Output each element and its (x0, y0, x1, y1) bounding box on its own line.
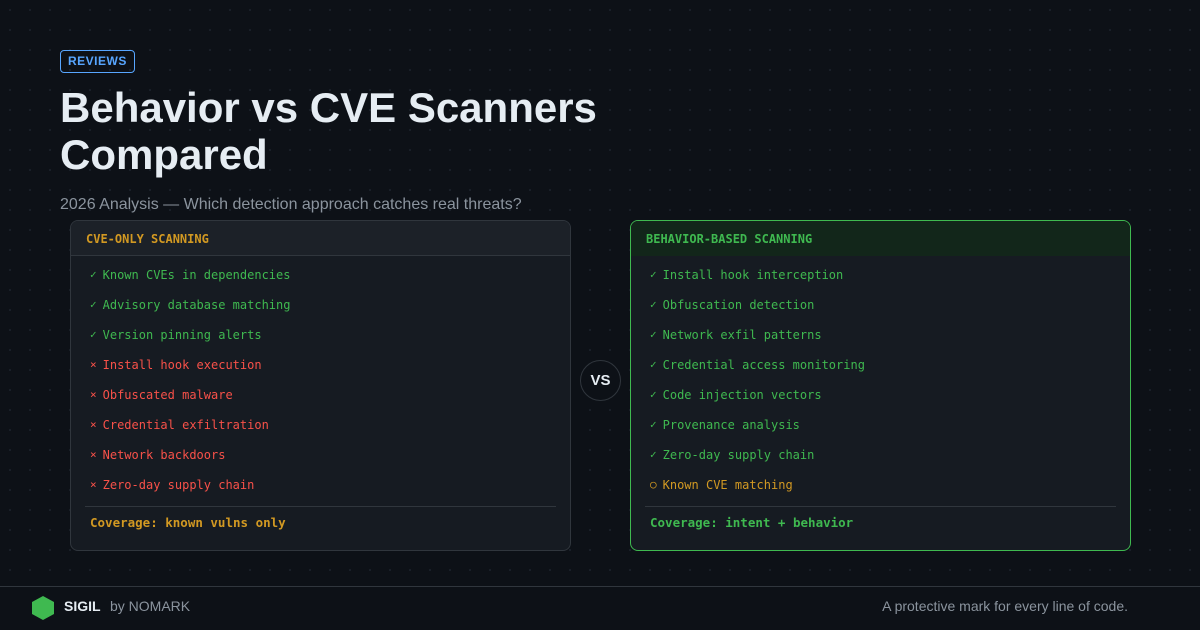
check-icon: ✓ (650, 298, 657, 311)
check-icon: ✓ (90, 268, 97, 281)
check-icon: ✓ (90, 298, 97, 311)
cross-icon: × (90, 358, 97, 371)
list-item-label: Network exfil patterns (662, 328, 822, 342)
list-item-label: Known CVEs in dependencies (102, 268, 291, 282)
list-item: ✓ Provenance analysis (650, 416, 1111, 446)
check-icon: ✓ (650, 448, 657, 461)
feature-list: ✓ Install hook interception ✓ Obfuscation d… (631, 256, 1130, 506)
list-item: ✓ Credential access monitoring (650, 356, 1111, 386)
list-item-label: Version pinning alerts (102, 328, 262, 342)
feature-list: ✓ Known CVEs in dependencies ✓ Advisory dat… (71, 256, 570, 506)
hexagon-icon (32, 596, 54, 620)
check-icon: ✓ (650, 328, 657, 341)
page-subtitle: 2026 Analysis — Which detection approach… (60, 196, 522, 213)
card-header: CVE-ONLY SCANNING (71, 221, 570, 256)
list-item-label: Known CVE matching (662, 478, 793, 492)
behavior-based-card: BEHAVIOR-BASED SCANNING ✓ Install hook in… (630, 220, 1131, 551)
footer-bar: SIGIL by NOMARK A protective mark for ev… (0, 586, 1200, 630)
list-item: × Credential exfiltration (90, 416, 551, 446)
list-item: ✓ Obfuscation detection (650, 296, 1111, 326)
tagline: A protective mark for every line of code… (882, 598, 1128, 614)
list-item: ✓ Network exfil patterns (650, 326, 1111, 356)
check-icon: ✓ (650, 418, 657, 431)
list-item: ✓ Advisory database matching (90, 296, 551, 326)
list-item: ✓ Known CVEs in dependencies (90, 266, 551, 296)
coverage-summary: Coverage: known vulns only (85, 506, 556, 538)
page-title: Behavior vs CVE Scanners Compared (60, 84, 597, 178)
check-icon: ✓ (90, 328, 97, 341)
list-item-label: Zero-day supply chain (102, 478, 255, 492)
list-item-label: Code injection vectors (662, 388, 822, 402)
list-item-label: Install hook interception (662, 268, 844, 282)
list-item: × Install hook execution (90, 356, 551, 386)
list-item-label: Provenance analysis (662, 418, 800, 432)
list-item: ○ Known CVE matching (650, 476, 1111, 506)
list-item-label: Credential exfiltration (102, 418, 269, 432)
list-item: ✓ Zero-day supply chain (650, 446, 1111, 476)
list-item-label: Install hook execution (102, 358, 262, 372)
check-icon: ✓ (650, 268, 657, 281)
list-item: ✓ Code injection vectors (650, 386, 1111, 416)
category-tag: REVIEWS (60, 50, 135, 73)
cross-icon: × (90, 478, 97, 491)
list-item: ✓ Install hook interception (650, 266, 1111, 296)
cross-icon: × (90, 388, 97, 401)
vs-badge: VS (580, 360, 621, 401)
list-item-label: Zero-day supply chain (662, 448, 815, 462)
coverage-summary: Coverage: intent + behavior (645, 506, 1116, 538)
list-item-label: Obfuscation detection (662, 298, 815, 312)
list-item: × Obfuscated malware (90, 386, 551, 416)
list-item: ✓ Version pinning alerts (90, 326, 551, 356)
cross-icon: × (90, 418, 97, 431)
list-item-label: Network backdoors (102, 448, 226, 462)
check-icon: ✓ (650, 358, 657, 371)
check-icon: ✓ (650, 388, 657, 401)
brand-name: SIGIL (64, 598, 101, 614)
list-item: × Zero-day supply chain (90, 476, 551, 506)
circle-icon: ○ (650, 478, 657, 491)
cross-icon: × (90, 448, 97, 461)
list-item-label: Advisory database matching (102, 298, 291, 312)
card-header: BEHAVIOR-BASED SCANNING (631, 221, 1130, 256)
brand-byline: by NOMARK (110, 598, 191, 614)
list-item: × Network backdoors (90, 446, 551, 476)
cve-only-card: CVE-ONLY SCANNING ✓ Known CVEs in depende… (70, 220, 571, 551)
list-item-label: Obfuscated malware (102, 388, 233, 402)
list-item-label: Credential access monitoring (662, 358, 865, 372)
